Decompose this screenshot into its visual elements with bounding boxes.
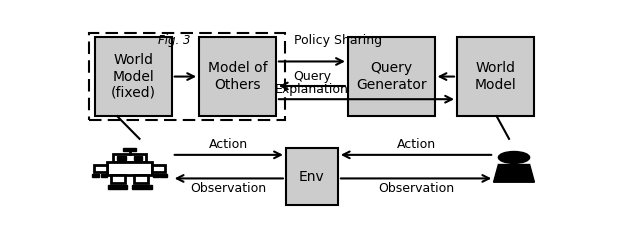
FancyBboxPatch shape xyxy=(111,175,125,183)
FancyBboxPatch shape xyxy=(123,148,136,151)
FancyBboxPatch shape xyxy=(113,154,147,162)
Text: Query: Query xyxy=(293,70,331,83)
FancyBboxPatch shape xyxy=(100,174,107,177)
Text: Env: Env xyxy=(299,170,324,184)
Text: World
Model: World Model xyxy=(474,61,516,92)
FancyBboxPatch shape xyxy=(161,174,167,177)
FancyBboxPatch shape xyxy=(152,165,165,172)
Text: Action: Action xyxy=(209,138,248,151)
Text: World
Model
(fixed): World Model (fixed) xyxy=(111,53,156,100)
Text: Query
Generator: Query Generator xyxy=(356,61,426,92)
FancyBboxPatch shape xyxy=(134,156,142,160)
FancyBboxPatch shape xyxy=(94,165,108,172)
FancyBboxPatch shape xyxy=(108,185,127,189)
Text: Policy Sharing: Policy Sharing xyxy=(294,34,382,47)
Text: Explanation: Explanation xyxy=(275,83,349,96)
FancyBboxPatch shape xyxy=(153,174,159,177)
FancyBboxPatch shape xyxy=(348,37,435,116)
FancyBboxPatch shape xyxy=(117,156,125,160)
FancyBboxPatch shape xyxy=(134,175,148,183)
FancyBboxPatch shape xyxy=(95,37,172,116)
Text: Model of
Others: Model of Others xyxy=(207,61,268,92)
Polygon shape xyxy=(493,165,534,182)
Text: Observation: Observation xyxy=(378,182,454,195)
FancyBboxPatch shape xyxy=(286,148,338,205)
Text: Fig. 3: Fig. 3 xyxy=(158,34,191,47)
FancyBboxPatch shape xyxy=(92,174,99,177)
FancyBboxPatch shape xyxy=(199,37,276,116)
FancyBboxPatch shape xyxy=(132,185,152,189)
FancyBboxPatch shape xyxy=(108,162,152,175)
Text: Action: Action xyxy=(396,138,436,151)
Circle shape xyxy=(499,151,530,163)
Text: Observation: Observation xyxy=(191,182,267,195)
FancyBboxPatch shape xyxy=(457,37,534,116)
